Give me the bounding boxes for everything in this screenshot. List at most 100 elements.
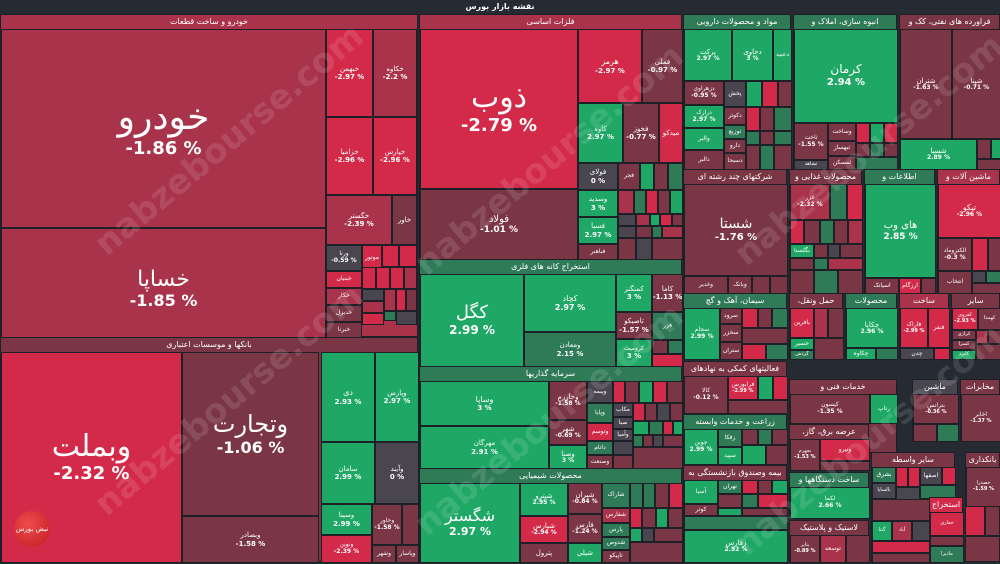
stock-tile[interactable]: خکاوه -2.2 % [373, 29, 417, 117]
stock-tile[interactable]: سخزر [720, 324, 742, 342]
stock-tile[interactable]: وپارس 2.97 % [375, 352, 419, 442]
stock-tile[interactable] [774, 145, 792, 170]
stock-tile[interactable]: داتام [587, 441, 613, 455]
stock-tile[interactable]: دکوثر [724, 107, 746, 125]
stock-tile[interactable]: وبصادر -1.58 % [182, 516, 319, 563]
stock-tile[interactable] [652, 340, 668, 354]
stock-tile[interactable] [814, 308, 828, 338]
stock-tile[interactable]: چکاوه [846, 348, 876, 360]
stock-tile[interactable] [913, 424, 937, 442]
stock-tile[interactable] [762, 81, 778, 107]
stock-tile[interactable] [636, 214, 650, 226]
stock-tile[interactable] [630, 508, 642, 528]
stock-tile[interactable] [976, 330, 988, 344]
stock-tile[interactable] [884, 123, 898, 143]
stock-tile[interactable]: کگل 2.99 % [420, 274, 524, 367]
stock-tile[interactable] [828, 244, 840, 258]
stock-tile[interactable]: وبانک [728, 276, 752, 294]
stock-tile[interactable]: زفارس 2.92 % [684, 530, 788, 563]
stock-tile[interactable] [668, 508, 683, 528]
stock-tile[interactable]: پتایر -0.89 % [790, 535, 820, 563]
stock-tile[interactable] [636, 226, 652, 238]
stock-tile[interactable]: اسیاتک [865, 278, 899, 294]
stock-tile[interactable]: دی 2.93 % [321, 352, 375, 442]
stock-tile[interactable]: مکاب [613, 403, 633, 417]
stock-tile[interactable] [362, 289, 384, 301]
stock-tile[interactable]: ونوین -2.39 % [321, 535, 372, 563]
stock-tile[interactable]: مادیرا [930, 546, 964, 563]
stock-tile[interactable] [840, 244, 863, 258]
stock-tile[interactable]: خدیزل [326, 305, 362, 322]
stock-tile[interactable]: خکار [326, 288, 362, 305]
stock-tile[interactable] [630, 528, 642, 542]
stock-tile[interactable]: وغدیر [684, 276, 728, 294]
stock-tile[interactable] [742, 508, 788, 516]
stock-tile[interactable] [770, 276, 788, 294]
stock-tile[interactable] [618, 238, 636, 260]
stock-tile[interactable] [646, 190, 658, 214]
stock-tile[interactable] [642, 508, 656, 528]
stock-tile[interactable] [630, 542, 683, 563]
stock-tile[interactable]: وپاسار [396, 545, 419, 563]
stock-tile[interactable]: ذوب -2.79 % [420, 29, 578, 189]
stock-tile[interactable]: وشهر [372, 545, 396, 563]
stock-tile[interactable]: وتجارت -1.06 % [182, 352, 319, 516]
stock-tile[interactable]: شسپا 2.89 % [900, 139, 977, 170]
stock-tile[interactable] [778, 81, 792, 107]
stock-tile[interactable] [663, 421, 673, 435]
stock-tile[interactable] [746, 107, 760, 131]
stock-tile[interactable]: دارو [724, 139, 746, 153]
stock-tile[interactable]: شدوص [602, 537, 630, 550]
stock-tile[interactable] [976, 344, 1000, 360]
stock-tile[interactable]: فخوز -0.77 % [623, 103, 659, 163]
stock-tile[interactable] [618, 226, 636, 238]
stock-tile[interactable] [376, 267, 390, 289]
stock-tile[interactable] [402, 504, 419, 545]
stock-tile[interactable] [672, 214, 683, 226]
stock-tile[interactable]: انتخاب [938, 271, 972, 294]
stock-tile[interactable]: وخارزم -1.58 % [549, 381, 587, 420]
stock-tile[interactable]: گنتا [872, 521, 892, 541]
stock-tile[interactable] [662, 226, 683, 238]
stock-tile[interactable] [613, 455, 633, 469]
stock-tile[interactable] [772, 480, 788, 494]
stock-tile[interactable] [790, 270, 814, 294]
stock-tile[interactable]: شاراک [602, 483, 630, 508]
stock-tile[interactable]: کرومیت 3 % [616, 339, 652, 367]
stock-tile[interactable]: حفاری [930, 512, 964, 536]
stock-tile[interactable]: فرابورس -2.99 % [728, 376, 758, 400]
stock-tile[interactable]: شهر -0.69 % [549, 420, 587, 445]
stock-tile[interactable] [774, 107, 792, 131]
stock-tile[interactable] [645, 403, 657, 421]
stock-tile[interactable] [384, 311, 396, 321]
stock-tile[interactable] [670, 403, 683, 421]
stock-tile[interactable]: دحاوی 3 % [732, 29, 773, 81]
stock-tile[interactable]: بجهرم -1.53 % [790, 439, 820, 471]
stock-tile[interactable] [772, 429, 788, 445]
stock-tile[interactable] [746, 81, 762, 107]
stock-tile[interactable]: ثمسکن [828, 156, 856, 170]
stock-tile[interactable] [742, 494, 758, 508]
stock-tile[interactable] [760, 107, 774, 131]
stock-tile[interactable] [396, 289, 406, 311]
stock-tile[interactable]: سجام 2.99 % [684, 308, 720, 360]
stock-tile[interactable]: سپید [718, 447, 742, 465]
stock-tile[interactable] [362, 313, 384, 325]
stock-tile[interactable] [814, 258, 828, 270]
stock-tile[interactable] [828, 308, 844, 338]
stock-tile[interactable] [884, 143, 898, 157]
stock-tile[interactable] [660, 214, 672, 226]
stock-tile[interactable] [758, 480, 772, 494]
stock-tile[interactable]: خاور [392, 195, 417, 245]
stock-tile[interactable] [830, 184, 847, 220]
stock-tile[interactable] [742, 344, 766, 360]
stock-tile[interactable]: اخابر -1.37 % [961, 394, 1000, 442]
stock-tile[interactable] [965, 536, 1000, 562]
stock-tile[interactable]: لکما 2.66 % [790, 487, 870, 519]
stock-tile[interactable]: وپایا [587, 403, 613, 423]
stock-tile[interactable] [718, 494, 742, 508]
stock-tile[interactable]: کاما -1.13 % [652, 274, 683, 312]
stock-tile[interactable]: دسبحا [724, 153, 746, 170]
stock-tile[interactable] [930, 536, 964, 546]
stock-tile[interactable]: زفکا [718, 429, 742, 447]
